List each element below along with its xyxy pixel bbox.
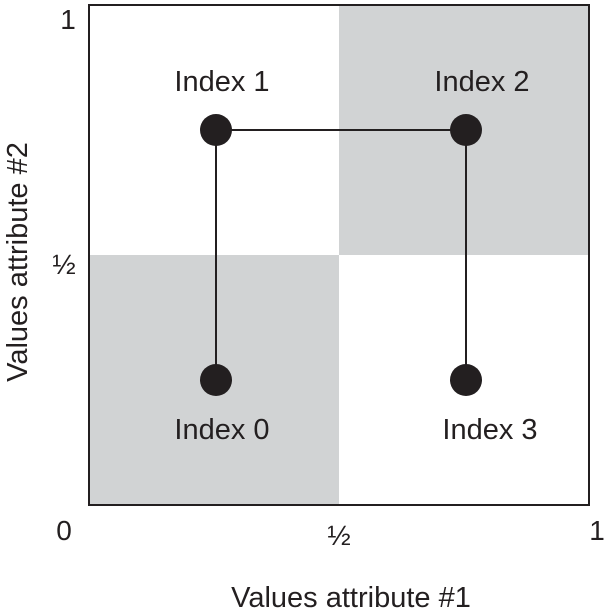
point-index-0 bbox=[200, 364, 232, 396]
point-label-index-3: Index 3 bbox=[442, 414, 537, 446]
x-tick-1: 1 bbox=[589, 515, 604, 546]
point-label-index-1: Index 1 bbox=[174, 66, 269, 98]
x-tick-half: ½ bbox=[327, 520, 350, 551]
y-axis-label: Values attribute #2 bbox=[2, 142, 34, 382]
point-index-3 bbox=[450, 364, 482, 396]
point-label-index-0: Index 0 bbox=[174, 414, 269, 446]
point-index-1 bbox=[200, 114, 232, 146]
point-index-2 bbox=[450, 114, 482, 146]
x-tick-0: 0 bbox=[56, 515, 72, 546]
plot-frame bbox=[88, 4, 590, 506]
x-axis-label: Values attribute #1 bbox=[231, 582, 471, 613]
point-label-layer: Index 0 Index 1 Index 2 Index 3 bbox=[174, 66, 537, 446]
point-label-index-2: Index 2 bbox=[434, 66, 529, 98]
curve-path-layer bbox=[215, 129, 467, 380]
point-layer bbox=[200, 114, 482, 396]
y-tick-1: 1 bbox=[60, 4, 76, 35]
y-tick-half: ½ bbox=[52, 249, 75, 280]
